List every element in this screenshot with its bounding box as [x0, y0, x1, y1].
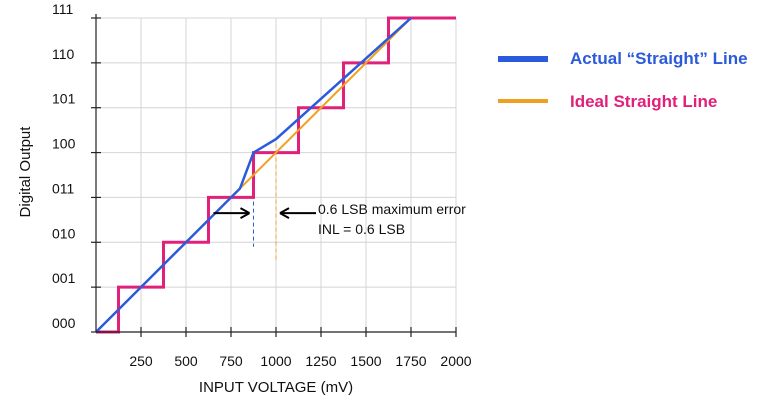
- annotation-line-1: 0.6 LSB maximum error: [318, 201, 466, 217]
- x-tick-label: 250: [129, 353, 153, 369]
- legend: Actual “Straight” Line Ideal Straight Li…: [498, 49, 748, 111]
- arrow-right-head: [279, 207, 290, 220]
- x-tick-label: 1250: [305, 353, 336, 369]
- y-tick-label: 011: [52, 180, 75, 196]
- chart-series: [95, 16, 456, 334]
- annotation-line-2: INL = 0.6 LSB: [318, 221, 405, 237]
- y-tick-label: 101: [52, 91, 76, 107]
- arrow-left-head: [240, 207, 250, 220]
- grid-lines: [96, 17, 457, 332]
- y-tick-label: 100: [52, 136, 76, 152]
- y-tick-label: 110: [52, 46, 75, 62]
- x-tick-label: 1000: [260, 353, 291, 369]
- axes: 250 500 750 1000 1250 1500 1750 2000 000 001 010 01…: [52, 1, 472, 369]
- x-tick-label: 750: [219, 353, 243, 369]
- y-tick-label: 010: [52, 225, 76, 241]
- y-tick-label: 001: [52, 270, 76, 286]
- annotation: 0.6 LSB maximum error INL = 0.6 LSB: [318, 201, 466, 237]
- x-tick-label: 1500: [350, 353, 381, 369]
- x-axis-label: INPUT VOLTAGE (mV): [199, 379, 353, 396]
- y-tick-label: 111: [52, 1, 73, 17]
- legend-label-actual: Actual “Straight” Line: [570, 49, 748, 68]
- y-tick-label: 000: [52, 315, 76, 331]
- x-tick-label: 2000: [440, 353, 471, 369]
- legend-label-ideal: Ideal Straight Line: [570, 92, 717, 111]
- x-tick-label: 1750: [395, 353, 426, 369]
- y-axis-label: Digital Output: [17, 126, 34, 218]
- x-tick-label: 500: [174, 353, 198, 369]
- actual-line: [95, 17, 412, 333]
